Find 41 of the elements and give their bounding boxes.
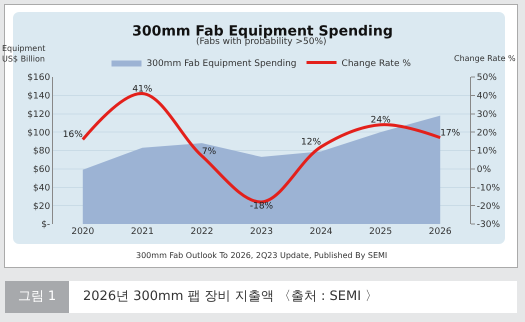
- x-tick-label: 2021: [130, 227, 154, 237]
- y-tick-label: $160: [27, 73, 50, 84]
- y-axis-title: Equipment US$ Billion: [2, 44, 46, 64]
- y2-axis-title: Change Rate %: [454, 54, 516, 63]
- x-tick-label: 2020: [71, 227, 95, 237]
- y2-tick-label: 40%: [476, 92, 498, 102]
- x-tick-label: 2024: [310, 227, 333, 237]
- caption: 그림 1: [5, 281, 69, 313]
- y2-tick-label: -20%: [476, 202, 500, 212]
- y2-tick-label: 30%: [476, 110, 498, 120]
- y2-tick-label: 10%: [476, 146, 498, 157]
- y-tick-label: $20: [33, 202, 50, 212]
- x-tick-label: 2025: [369, 227, 392, 237]
- y2-tick-label: 0%: [476, 165, 492, 176]
- data-label: 16%: [62, 130, 84, 140]
- data-label: 7%: [202, 146, 217, 157]
- text: 300mm Fab Outlook To 2026, 2Q23 Update, Published By SEMI: [136, 251, 388, 260]
- x-tick-label: 2023: [250, 227, 273, 237]
- y-tick-label: $80: [33, 146, 50, 157]
- legend-label: 300mm Fab Equipment Spending: [146, 59, 297, 70]
- data-label: 17%: [440, 128, 461, 138]
- data-label: 12%: [301, 138, 322, 148]
- data-label: -18%: [250, 202, 274, 212]
- x-tick-label: 2022: [190, 227, 214, 237]
- data-label: 41%: [132, 84, 153, 94]
- text: 2026년 300mm 팹 장비 지출액 〈출처 : SEMI 〉: [83, 288, 378, 306]
- x-tick-label: 2026: [428, 227, 452, 237]
- y2-tick-label: 20%: [476, 128, 498, 138]
- y-tick-label: $60: [33, 165, 50, 176]
- y-tick-label: $-: [41, 220, 50, 230]
- data-label: 24%: [370, 116, 392, 126]
- y-tick-label: $100: [27, 128, 50, 138]
- y2-tick-label: 50%: [476, 73, 498, 84]
- y-tick-label: $140: [27, 92, 50, 102]
- y-tick-label: $120: [27, 110, 50, 120]
- chart-subtitle: (Fabs with probability >50%): [196, 37, 327, 47]
- line-series: [81, 92, 442, 204]
- y2-tick-label: -10%: [476, 183, 500, 194]
- legend-label: Change Rate %: [342, 59, 412, 70]
- y-tick-label: $40: [33, 183, 50, 194]
- y2-tick-label: -30%: [476, 220, 500, 230]
